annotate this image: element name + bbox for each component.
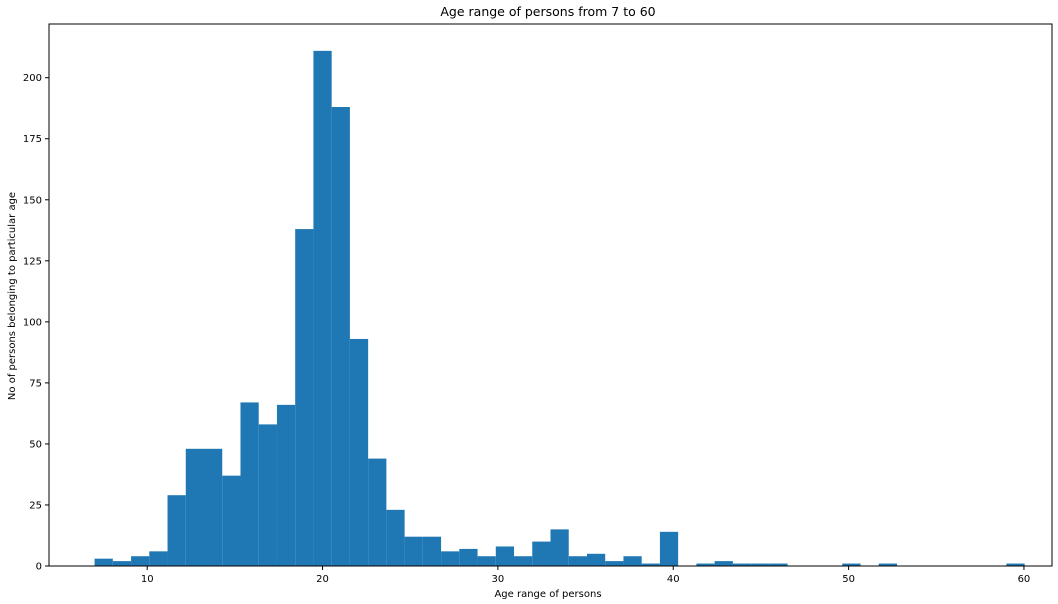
y-tick-label: 175	[23, 134, 42, 145]
histogram-bar	[240, 402, 259, 566]
x-tick-label: 30	[492, 574, 505, 585]
histogram-bar	[204, 448, 223, 566]
histogram-bar	[714, 561, 733, 566]
y-axis: 0 25 50 75 100 125 150 175 200	[23, 73, 49, 573]
histogram-bar	[368, 458, 387, 566]
histogram-bar	[131, 556, 150, 566]
y-axis-label: No of persons belonging to particular ag…	[7, 192, 18, 400]
histogram-bar	[568, 556, 587, 566]
y-tick-label: 75	[29, 378, 42, 389]
histogram-bar	[532, 541, 551, 566]
histogram-bar	[878, 563, 897, 566]
histogram-bar	[514, 556, 533, 566]
histogram-bar	[349, 338, 369, 566]
histogram-bar	[112, 561, 132, 566]
histogram-bar	[94, 558, 113, 566]
x-tick-label: 60	[1018, 574, 1031, 585]
histogram-bar	[276, 404, 296, 566]
y-tick-label: 200	[23, 73, 42, 84]
histogram-bar	[605, 561, 624, 566]
histogram-bar	[842, 563, 861, 566]
bars-group	[94, 50, 1025, 567]
histogram-bar	[495, 546, 515, 566]
y-tick-label: 25	[29, 500, 42, 511]
histogram-bar	[732, 563, 752, 566]
histogram-bar	[313, 50, 332, 567]
histogram-bar	[295, 229, 314, 566]
y-tick-label: 125	[23, 256, 42, 267]
histogram-bar	[441, 551, 460, 566]
histogram-bar	[696, 563, 715, 566]
x-axis-label: Age range of persons	[494, 589, 601, 600]
plot-frame	[48, 23, 1053, 567]
y-tick-label: 150	[23, 195, 42, 206]
histogram-bar	[550, 529, 569, 566]
histogram-bar	[386, 509, 405, 566]
histogram-bar	[222, 475, 241, 566]
histogram-bar	[751, 563, 770, 566]
x-axis: 10 20 30 40 50 60	[141, 566, 1030, 585]
x-tick-label: 50	[842, 574, 855, 585]
y-tick-label: 100	[23, 317, 42, 328]
histogram-bar	[331, 107, 350, 567]
histogram-bar	[641, 563, 660, 566]
histogram-bar	[769, 563, 788, 566]
histogram-bar	[422, 536, 442, 566]
histogram-bar	[623, 556, 642, 566]
x-tick-label: 40	[667, 574, 680, 585]
x-tick-label: 20	[316, 574, 329, 585]
histogram-bar	[149, 551, 168, 566]
histogram-bar	[404, 536, 423, 566]
histogram-bar	[1006, 563, 1025, 566]
histogram-bar	[659, 531, 679, 566]
histogram-bar	[185, 448, 205, 566]
x-tick-label: 10	[141, 574, 154, 585]
histogram-bar	[586, 553, 606, 566]
y-tick-label: 0	[36, 562, 42, 573]
y-tick-label: 50	[29, 439, 42, 450]
histogram-bar	[167, 495, 186, 566]
histogram-bar	[459, 548, 478, 566]
chart-title: Age range of persons from 7 to 60	[440, 4, 655, 19]
histogram-bar	[258, 424, 277, 566]
histogram-bar	[477, 556, 496, 566]
